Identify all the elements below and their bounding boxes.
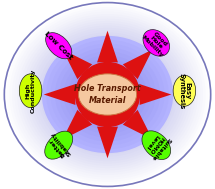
Ellipse shape bbox=[78, 74, 137, 115]
Ellipse shape bbox=[102, 90, 113, 99]
Ellipse shape bbox=[103, 91, 112, 98]
Text: Easy
Synthesis: Easy Synthesis bbox=[178, 73, 191, 109]
Ellipse shape bbox=[77, 67, 138, 122]
Ellipse shape bbox=[87, 76, 128, 113]
Ellipse shape bbox=[66, 58, 149, 131]
Ellipse shape bbox=[12, 9, 203, 180]
Polygon shape bbox=[97, 127, 118, 158]
Text: Suitable
HOMO
Level: Suitable HOMO Level bbox=[141, 129, 171, 161]
Ellipse shape bbox=[33, 28, 182, 161]
Ellipse shape bbox=[142, 131, 171, 160]
Ellipse shape bbox=[68, 59, 147, 130]
Polygon shape bbox=[44, 84, 75, 105]
Ellipse shape bbox=[46, 39, 169, 150]
Ellipse shape bbox=[71, 62, 144, 127]
Ellipse shape bbox=[22, 19, 193, 170]
Ellipse shape bbox=[143, 30, 170, 56]
Ellipse shape bbox=[51, 44, 164, 145]
Ellipse shape bbox=[86, 75, 129, 114]
Ellipse shape bbox=[61, 53, 154, 136]
Ellipse shape bbox=[82, 71, 133, 118]
Ellipse shape bbox=[7, 5, 208, 184]
Ellipse shape bbox=[46, 33, 72, 59]
Ellipse shape bbox=[84, 74, 131, 115]
Ellipse shape bbox=[38, 33, 177, 156]
Ellipse shape bbox=[43, 37, 172, 152]
Ellipse shape bbox=[95, 83, 120, 106]
Ellipse shape bbox=[56, 49, 159, 140]
Ellipse shape bbox=[58, 51, 157, 138]
Text: Hole Transport
Material: Hole Transport Material bbox=[74, 84, 141, 105]
Ellipse shape bbox=[20, 16, 195, 173]
Ellipse shape bbox=[74, 65, 141, 124]
Polygon shape bbox=[140, 84, 171, 105]
Ellipse shape bbox=[100, 88, 115, 101]
Ellipse shape bbox=[55, 48, 160, 141]
Ellipse shape bbox=[15, 12, 200, 177]
Polygon shape bbox=[123, 110, 153, 140]
Ellipse shape bbox=[173, 75, 196, 106]
Ellipse shape bbox=[19, 74, 42, 108]
Ellipse shape bbox=[79, 69, 136, 120]
Ellipse shape bbox=[48, 42, 167, 147]
Ellipse shape bbox=[90, 79, 125, 110]
Ellipse shape bbox=[97, 85, 118, 104]
Ellipse shape bbox=[81, 71, 134, 118]
Ellipse shape bbox=[40, 35, 175, 154]
Ellipse shape bbox=[77, 67, 138, 122]
Ellipse shape bbox=[28, 23, 187, 166]
Polygon shape bbox=[97, 31, 118, 62]
Polygon shape bbox=[62, 49, 92, 79]
Ellipse shape bbox=[17, 14, 198, 175]
Ellipse shape bbox=[64, 55, 151, 134]
Ellipse shape bbox=[92, 81, 123, 108]
Ellipse shape bbox=[45, 131, 73, 159]
Ellipse shape bbox=[51, 44, 164, 145]
Ellipse shape bbox=[64, 55, 151, 134]
Ellipse shape bbox=[89, 78, 126, 111]
Ellipse shape bbox=[30, 26, 185, 163]
Polygon shape bbox=[123, 49, 153, 79]
Ellipse shape bbox=[59, 52, 156, 137]
Text: High
Conductivity: High Conductivity bbox=[25, 69, 36, 113]
Text: Better
Stability: Better Stability bbox=[45, 130, 72, 160]
Circle shape bbox=[76, 63, 139, 126]
Ellipse shape bbox=[35, 30, 180, 159]
Text: Low Cost: Low Cost bbox=[44, 31, 74, 61]
Ellipse shape bbox=[53, 46, 162, 143]
Ellipse shape bbox=[25, 21, 190, 168]
Ellipse shape bbox=[9, 7, 206, 182]
Ellipse shape bbox=[94, 83, 121, 106]
Text: Good
Hole
Mobility: Good Hole Mobility bbox=[141, 27, 172, 59]
Ellipse shape bbox=[46, 40, 169, 149]
Polygon shape bbox=[62, 110, 92, 140]
Ellipse shape bbox=[4, 3, 211, 186]
Ellipse shape bbox=[99, 87, 116, 102]
Ellipse shape bbox=[69, 60, 146, 129]
Ellipse shape bbox=[72, 63, 143, 126]
Ellipse shape bbox=[105, 92, 110, 97]
Ellipse shape bbox=[42, 36, 173, 153]
